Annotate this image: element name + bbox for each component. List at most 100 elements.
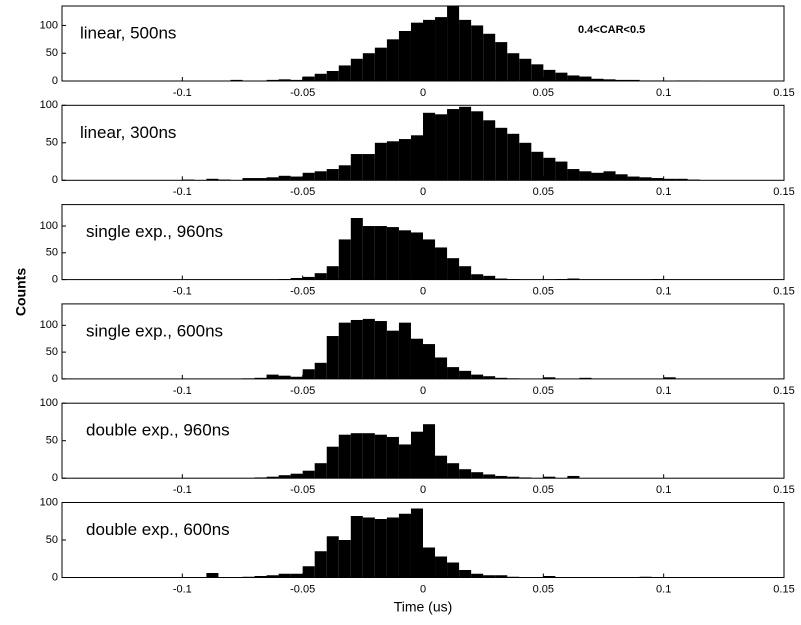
bar bbox=[314, 171, 327, 181]
bar bbox=[579, 171, 592, 181]
y-tick-label: 100 bbox=[40, 319, 58, 331]
x-tick-label: 0 bbox=[420, 87, 426, 99]
bar bbox=[290, 573, 303, 578]
bar bbox=[254, 377, 267, 379]
bar bbox=[302, 566, 315, 578]
bar bbox=[206, 178, 219, 181]
bar bbox=[302, 172, 315, 181]
bar bbox=[350, 319, 363, 379]
bar bbox=[386, 141, 399, 181]
x-tick-label: 0.15 bbox=[773, 583, 794, 595]
bar bbox=[398, 513, 411, 578]
bar bbox=[266, 476, 279, 479]
bar bbox=[350, 217, 363, 280]
panel-label: single exp., 600ns bbox=[86, 321, 223, 340]
bar bbox=[495, 127, 508, 181]
x-tick-label: 0.1 bbox=[656, 286, 671, 298]
y-tick-label: 0 bbox=[52, 75, 58, 87]
x-tick-label: 0.15 bbox=[773, 286, 794, 298]
bar bbox=[338, 322, 351, 379]
bar bbox=[555, 72, 568, 81]
x-tick-label: 0 bbox=[420, 484, 426, 496]
bar bbox=[278, 375, 291, 379]
y-tick-label: 100 bbox=[40, 19, 58, 31]
bar bbox=[254, 576, 267, 578]
bar bbox=[230, 79, 243, 81]
x-tick-label: 0 bbox=[420, 286, 426, 298]
bar bbox=[531, 151, 544, 181]
x-tick-label: 0 bbox=[420, 385, 426, 397]
bar bbox=[543, 576, 556, 578]
bar bbox=[350, 516, 363, 578]
bar bbox=[447, 367, 460, 379]
bar bbox=[483, 33, 496, 81]
y-tick-label: 100 bbox=[40, 496, 58, 508]
bar bbox=[374, 142, 387, 181]
bar bbox=[447, 109, 460, 181]
bar bbox=[398, 139, 411, 181]
bar bbox=[651, 178, 664, 181]
bar bbox=[398, 322, 411, 379]
bar bbox=[603, 79, 616, 81]
bar bbox=[435, 455, 448, 479]
bar bbox=[459, 19, 472, 81]
bar bbox=[507, 133, 520, 181]
bar bbox=[314, 551, 327, 578]
x-tick-label: 0.05 bbox=[533, 583, 554, 595]
bar bbox=[459, 106, 472, 181]
bar bbox=[242, 178, 255, 181]
bar bbox=[326, 71, 339, 81]
bar bbox=[627, 176, 640, 181]
bar bbox=[398, 31, 411, 81]
y-tick-label: 50 bbox=[46, 435, 58, 447]
x-tick-label: 0.05 bbox=[533, 385, 554, 397]
y-tick-label: 50 bbox=[46, 534, 58, 546]
bar bbox=[278, 79, 291, 81]
x-tick-label: 0.15 bbox=[773, 484, 794, 496]
bar bbox=[362, 318, 375, 379]
bar bbox=[543, 157, 556, 181]
x-tick-label: -0.05 bbox=[290, 484, 315, 496]
bar bbox=[471, 374, 484, 379]
x-tick-label: 0.1 bbox=[656, 87, 671, 99]
x-tick-label: 0.1 bbox=[656, 484, 671, 496]
bar bbox=[386, 39, 399, 81]
bar bbox=[362, 226, 375, 280]
bar bbox=[398, 230, 411, 280]
bar bbox=[519, 58, 532, 81]
y-tick-label: 50 bbox=[46, 346, 58, 358]
bar bbox=[338, 540, 351, 578]
bar bbox=[206, 573, 219, 578]
bar bbox=[459, 370, 472, 379]
bar bbox=[266, 79, 279, 81]
bar bbox=[386, 436, 399, 479]
bar bbox=[567, 169, 580, 181]
bar bbox=[350, 154, 363, 181]
y-tick-label: 50 bbox=[46, 47, 58, 59]
bar bbox=[254, 178, 267, 181]
bar bbox=[567, 278, 580, 280]
bar bbox=[495, 575, 508, 578]
bar bbox=[386, 227, 399, 280]
bar bbox=[459, 570, 472, 578]
bar bbox=[543, 377, 556, 379]
y-tick-label: 0 bbox=[52, 174, 58, 186]
x-tick-label: 0 bbox=[420, 583, 426, 595]
bar bbox=[459, 469, 472, 479]
bar bbox=[374, 321, 387, 379]
bar bbox=[362, 433, 375, 479]
bar bbox=[374, 519, 387, 578]
x-tick-label: -0.1 bbox=[173, 87, 192, 99]
bar bbox=[627, 79, 640, 81]
bar bbox=[483, 275, 496, 280]
bar bbox=[374, 47, 387, 81]
bar bbox=[290, 176, 303, 181]
bar bbox=[410, 135, 423, 181]
y-tick-label: 100 bbox=[40, 99, 58, 111]
x-tick-label: 0 bbox=[420, 186, 426, 198]
bar bbox=[266, 374, 279, 379]
bar bbox=[471, 573, 484, 578]
x-tick-label: 0.05 bbox=[533, 484, 554, 496]
